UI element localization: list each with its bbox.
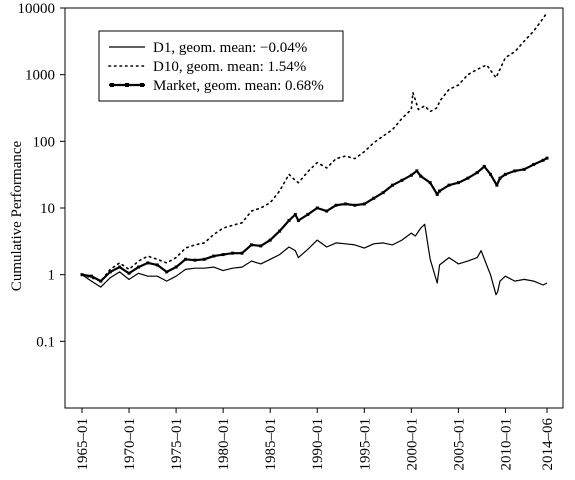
market-point-marker xyxy=(80,273,84,277)
y-tick-label: 10000 xyxy=(18,1,56,17)
x-tick-label: 1995–01 xyxy=(357,418,373,471)
market-point-marker xyxy=(343,202,347,206)
market-point-marker xyxy=(325,209,329,213)
market-point-marker xyxy=(202,257,206,261)
market-point-marker xyxy=(259,244,263,248)
market-point-marker xyxy=(532,162,536,166)
market-point-marker xyxy=(495,183,499,187)
market-point-marker xyxy=(381,191,385,195)
market-point-marker xyxy=(165,270,169,274)
market-point-marker xyxy=(155,263,159,267)
market-point-marker xyxy=(287,218,291,222)
market-point-marker xyxy=(89,274,93,278)
market-point-marker xyxy=(498,176,502,180)
legend-marker xyxy=(140,83,144,87)
x-tick-label: 1965–01 xyxy=(75,418,91,471)
x-axis: 1965–01 1970–01 1975–01 1980–01 1985–01 1990–… xyxy=(75,408,556,471)
market-point-marker xyxy=(118,265,122,269)
market-point-marker xyxy=(391,183,395,187)
series-d10-line xyxy=(81,11,548,282)
legend-marker xyxy=(110,83,114,87)
market-point-marker xyxy=(541,158,545,162)
market-point-marker xyxy=(334,203,338,207)
market-point-marker xyxy=(240,251,244,255)
market-point-marker xyxy=(293,212,297,216)
market-point-marker xyxy=(428,181,432,185)
y-tick-label: 1 xyxy=(48,268,56,284)
market-point-marker xyxy=(212,254,216,258)
market-point-marker xyxy=(146,261,150,265)
x-tick-label: 1980–01 xyxy=(216,418,232,471)
series-market-line xyxy=(81,157,548,283)
market-point-marker xyxy=(231,251,235,255)
market-point-marker xyxy=(522,167,526,171)
x-tick-label: 1975–01 xyxy=(169,418,185,471)
market-point-marker xyxy=(513,169,517,173)
market-point-marker xyxy=(400,178,404,182)
series-d1-line xyxy=(81,223,548,296)
market-point-marker xyxy=(221,253,225,257)
market-point-marker xyxy=(184,257,188,261)
market-point-marker xyxy=(419,174,423,178)
market-point-marker xyxy=(438,189,442,193)
y-tick-label: 10 xyxy=(40,201,55,217)
market-point-marker xyxy=(447,183,451,187)
y-axis: 0.1 1 10 100 1000 10000 xyxy=(18,1,65,350)
market-point-marker xyxy=(127,271,131,275)
y-axis-label: Cumulative Performance xyxy=(9,140,25,291)
market-point-marker xyxy=(489,172,493,176)
market-point-marker xyxy=(278,229,282,233)
market-point-marker xyxy=(466,176,470,180)
legend-marker xyxy=(125,83,129,87)
legend: D1, geom. mean: −0.04% D10, geom. mean: 1… xyxy=(98,30,344,102)
market-point-marker xyxy=(409,173,413,177)
series-layer xyxy=(80,11,549,296)
legend-box xyxy=(98,30,344,102)
x-tick-label: 2010–01 xyxy=(498,418,514,471)
legend-entry-label: D1, geom. mean: −0.04% xyxy=(153,40,307,56)
market-point-marker xyxy=(193,258,197,262)
market-point-marker xyxy=(415,169,419,173)
market-point-marker xyxy=(315,206,319,210)
market-point-marker xyxy=(545,156,549,160)
market-point-marker xyxy=(482,164,486,168)
y-tick-label: 0.1 xyxy=(36,334,55,350)
market-point-marker xyxy=(296,218,300,222)
legend-entry-label: Market, geom. mean: 0.68% xyxy=(153,78,324,94)
market-point-marker xyxy=(268,238,272,242)
y-tick-label: 100 xyxy=(33,134,56,150)
market-point-marker xyxy=(174,265,178,269)
market-point-marker xyxy=(136,265,140,269)
x-tick-label: 2005–01 xyxy=(451,418,467,471)
market-point-marker xyxy=(108,270,112,274)
market-point-marker xyxy=(249,243,253,247)
market-point-marker xyxy=(362,202,366,206)
market-point-marker xyxy=(353,203,357,207)
market-point-marker xyxy=(503,172,507,176)
market-point-marker xyxy=(306,212,310,216)
legend-entry-label: D10, geom. mean: 1.54% xyxy=(153,59,306,75)
market-point-marker xyxy=(372,196,376,200)
market-point-marker xyxy=(475,171,479,175)
x-tick-label: 1990–01 xyxy=(310,418,326,471)
market-point-marker xyxy=(456,181,460,185)
x-tick-label: 2014–06 xyxy=(540,418,556,471)
x-tick-label: 1985–01 xyxy=(263,418,279,471)
x-tick-label: 1970–01 xyxy=(122,418,138,471)
market-point-marker xyxy=(99,279,103,283)
y-tick-label: 1000 xyxy=(25,68,55,84)
market-point-marker xyxy=(435,192,439,196)
x-tick-label: 2000–01 xyxy=(404,418,420,471)
